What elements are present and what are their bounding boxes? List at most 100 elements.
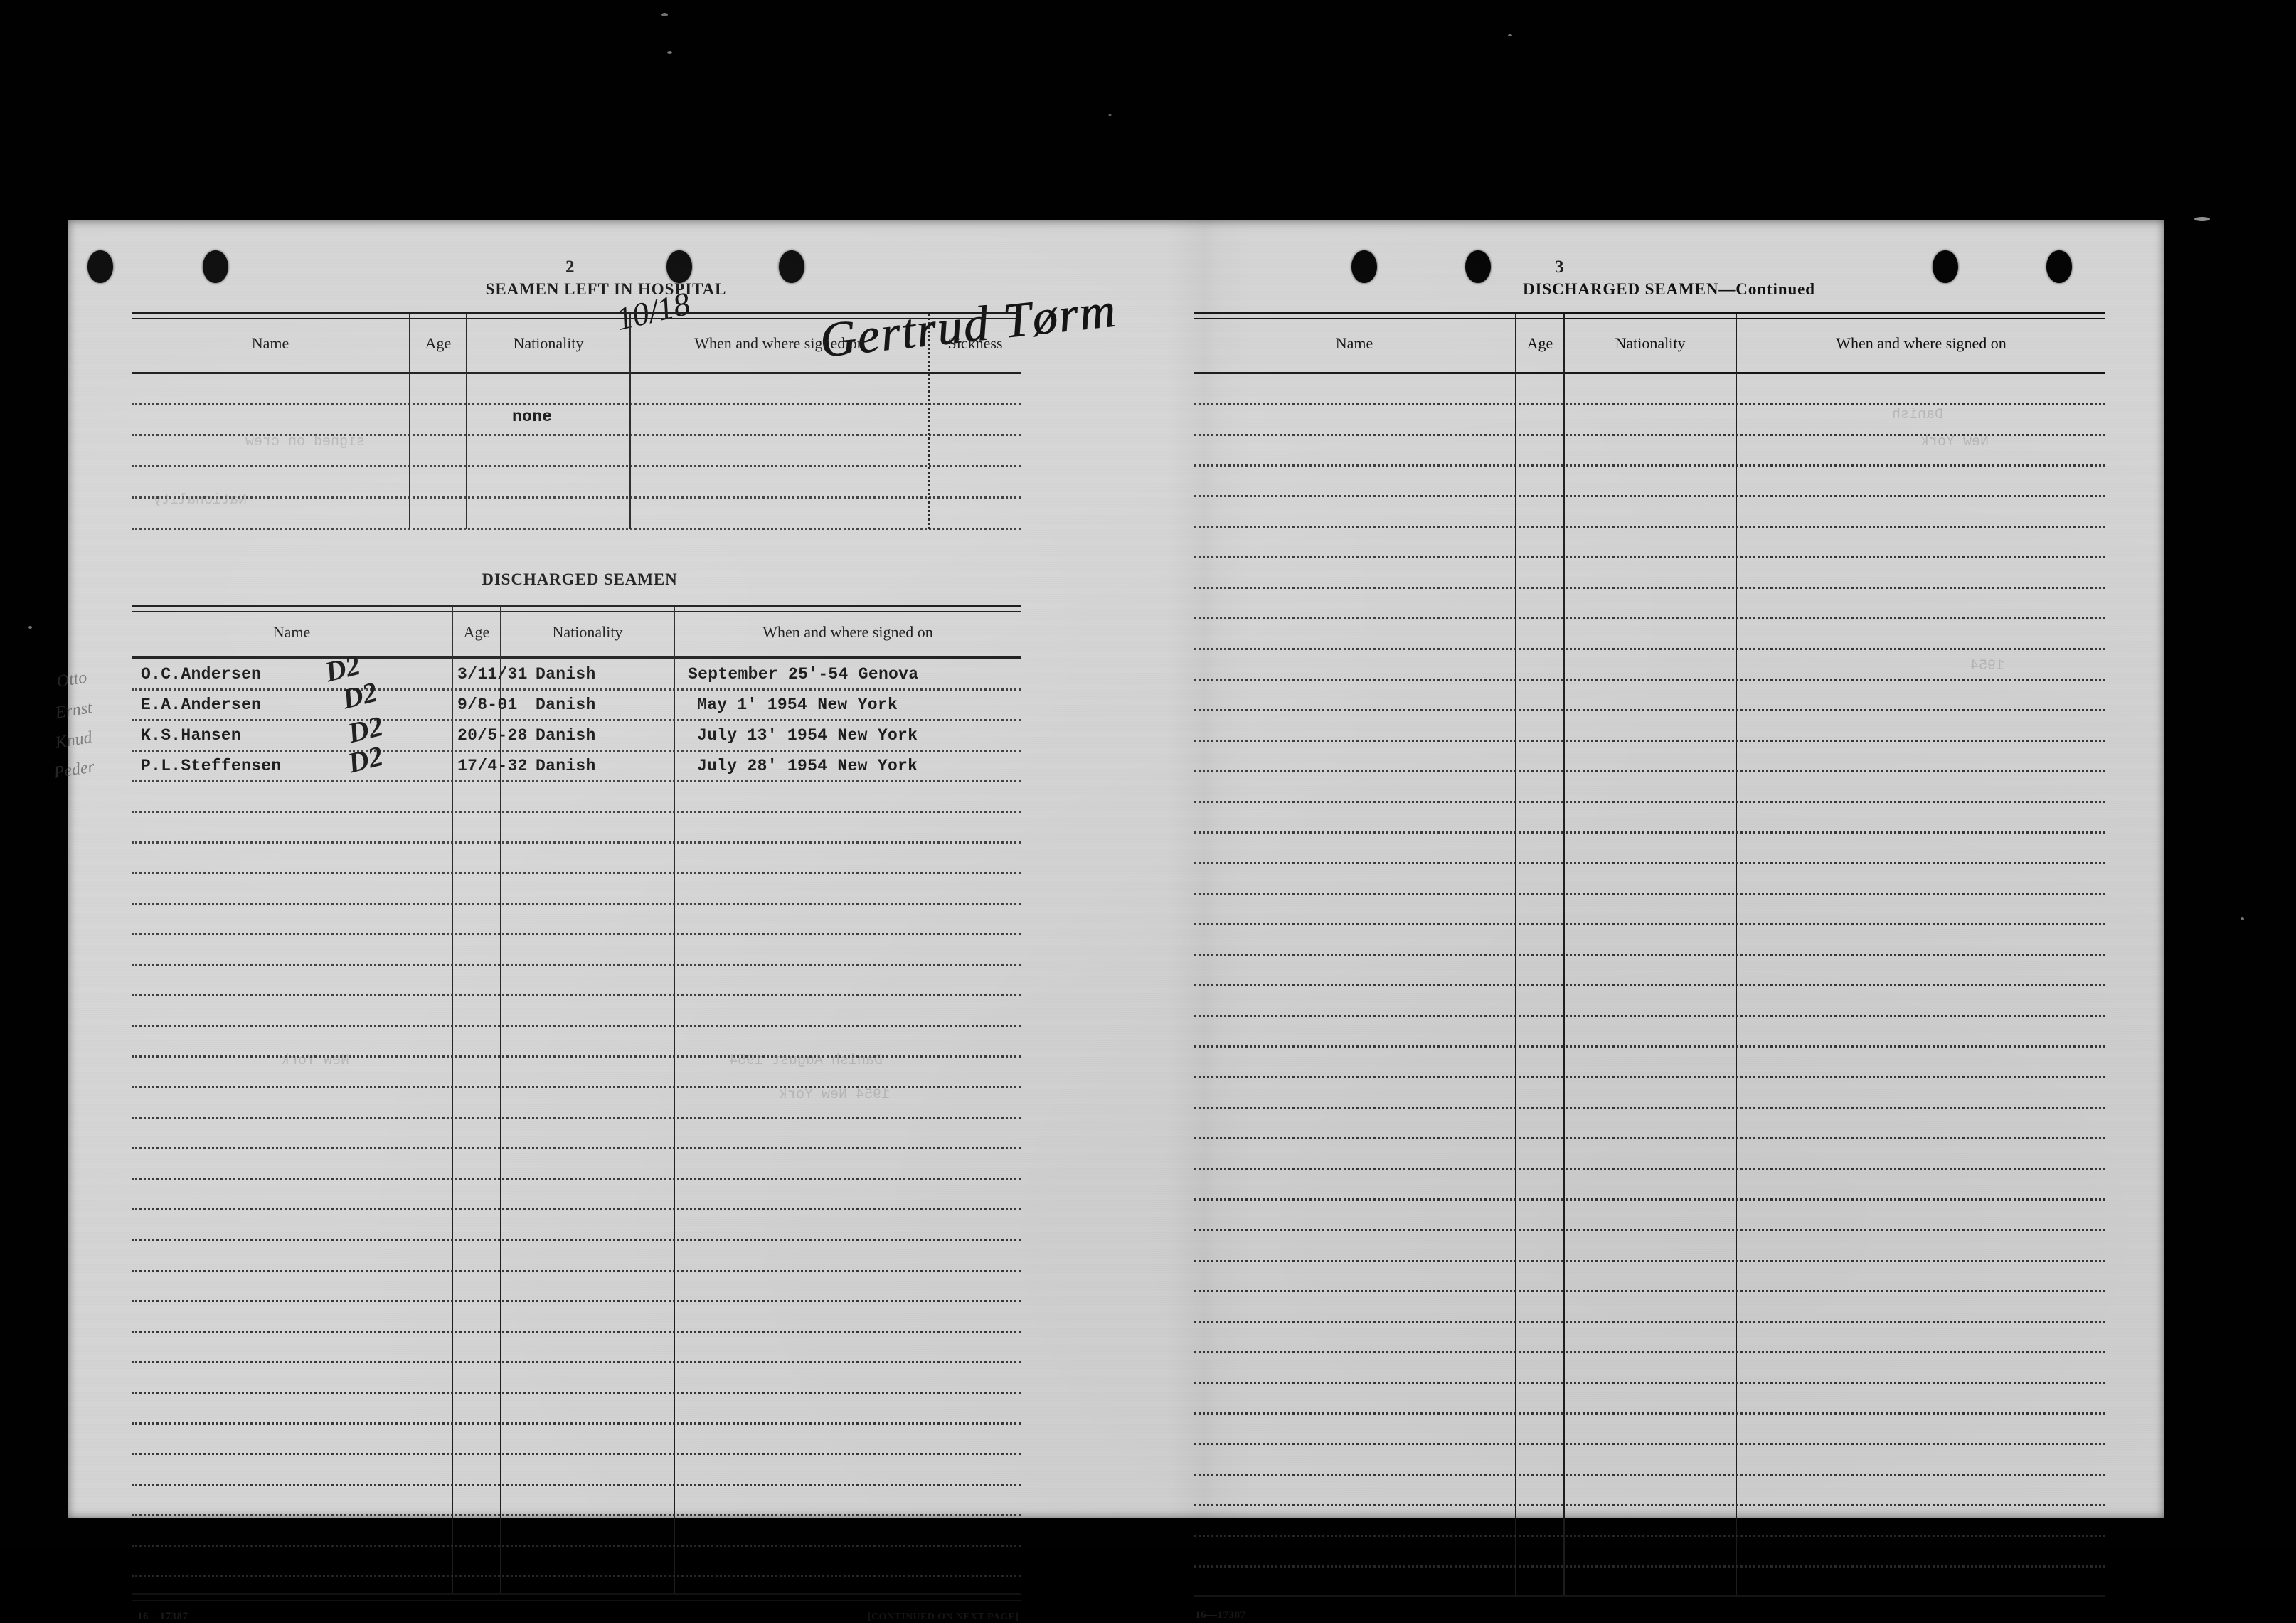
cell-nationality: Danish [536,696,596,714]
row-rule [132,465,1021,467]
cell-signed-on: July 13' 1954 New York [697,726,918,745]
row-rule [1194,1351,2105,1353]
binder-hole [666,250,692,283]
row-rule [1194,1443,2105,1445]
column-header-name: Name [1335,334,1373,352]
row-rule [132,1239,1021,1241]
section-title-seamen-left-in-hospital: SEAMEN LEFT IN HOSPITAL [485,280,727,298]
row-rule [132,1117,1021,1119]
row-rule [132,403,1021,405]
margin-handwritten-note: Ernst [53,698,94,723]
cell-nationality: Danish [536,665,596,683]
cell-nationality-none: none [512,408,553,426]
row-rule [132,1453,1021,1455]
row-rule [1194,1168,2105,1170]
row-rule [1194,1107,2105,1109]
row-rule [132,780,1021,782]
row-rule [1194,1198,2105,1201]
row-rule [1194,1321,2105,1323]
row-rule [132,903,1021,905]
row-rule [132,1331,1021,1333]
column-header-name: Name [251,334,289,352]
row-rule [1194,1412,2105,1415]
margin-handwritten-note: Otto [55,668,89,691]
row-rule [132,688,1021,691]
cell-age: 9/8-01 [457,696,518,714]
column-header-age: Age [425,334,452,352]
column-header-nationality: Nationality [1615,334,1686,352]
row-rule [1194,1229,2105,1231]
row-rule [1194,740,2105,742]
form-number-right: 16—17387 [1195,1609,1246,1621]
bleed-through-text: Danish [1892,407,1944,423]
row-rule [132,719,1021,721]
form-number-left: 16—17387 [137,1611,188,1622]
row-rule [1194,1076,2105,1078]
row-rule [132,872,1021,874]
column-divider [629,373,631,529]
row-rule [1194,862,2105,864]
row-rule [132,434,1021,436]
cell-age: 20/5-28 [457,726,528,745]
row-rule [132,994,1021,996]
row-rule [1194,464,2105,467]
column-header-nationality: Nationality [513,334,584,352]
row-rule [1194,1015,2105,1017]
row-rule [1194,770,2105,772]
column-header-sickness: Sickness [947,334,1003,352]
row-rule [132,1300,1021,1302]
row-rule [1194,1290,2105,1292]
column-divider [409,373,410,529]
column-divider [500,607,501,1595]
row-rule [1194,1382,2105,1384]
row-rule [1194,1565,2105,1568]
binder-hole [1465,250,1491,283]
row-rule [132,1025,1021,1027]
section-title-discharged-seamen-continued: DISCHARGED SEAMEN—Continued [1523,280,1815,298]
row-rule [1194,984,2105,986]
row-rule [132,1055,1021,1058]
row-rule [132,1545,1021,1547]
table-bottom-rule [1194,1595,2105,1597]
cell-signed-on: May 1' 1954 New York [697,696,898,714]
cell-nationality: Danish [536,757,596,775]
row-rule [1194,709,2105,711]
binder-hole [87,250,113,283]
bleed-through-text: New York [1920,434,1989,450]
row-rule [132,1514,1021,1516]
table-seamen-left-in-hospital: Name Age Nationality When and where sign… [64,220,1166,1518]
binder-hole [203,250,228,283]
column-header-when-where-signed-on: When and where signed on [762,623,933,641]
dust-speck [661,13,668,16]
row-rule [132,841,1021,844]
bleed-through-text: 1954 [1970,658,2005,674]
document-paper-sheet: 2 10/18 Gertrud Tørm SEAMEN LEFT IN HOSP… [53,220,2164,1622]
row-rule [132,496,1021,499]
row-rule [132,1422,1021,1425]
row-rule [1194,587,2105,589]
table-discharged-seamen: Name Age Nationality When and where sign… [53,220,1166,1601]
margin-handwritten-note: Peder [52,757,96,782]
page-number-right: 3 [1555,257,1564,277]
row-rule [1194,1260,2105,1262]
row-rule [1194,1137,2105,1139]
row-rule [1194,923,2105,925]
cell-nationality: Danish [536,726,596,745]
row-rule [1194,679,2105,681]
cell-name: E.A.Andersen [141,696,262,714]
cell-age: 3/11/31 [457,665,528,683]
row-rule [1194,403,2105,405]
row-rule [132,1208,1021,1210]
row-rule [132,750,1021,752]
column-header-when-where-signed-on: When and where signed on [1836,334,2007,352]
row-rule [1194,526,2105,528]
row-rule [1194,617,2105,619]
row-rule [1194,556,2105,558]
cell-name: P.L.Steffensen [141,757,282,775]
binder-hole [1933,250,1958,283]
handwritten-initials: D2 [344,739,386,779]
column-header-name: Name [272,623,311,641]
bleed-through-text: signed on crew [245,434,366,450]
row-rule [1194,495,2105,497]
row-rule [132,528,1021,530]
